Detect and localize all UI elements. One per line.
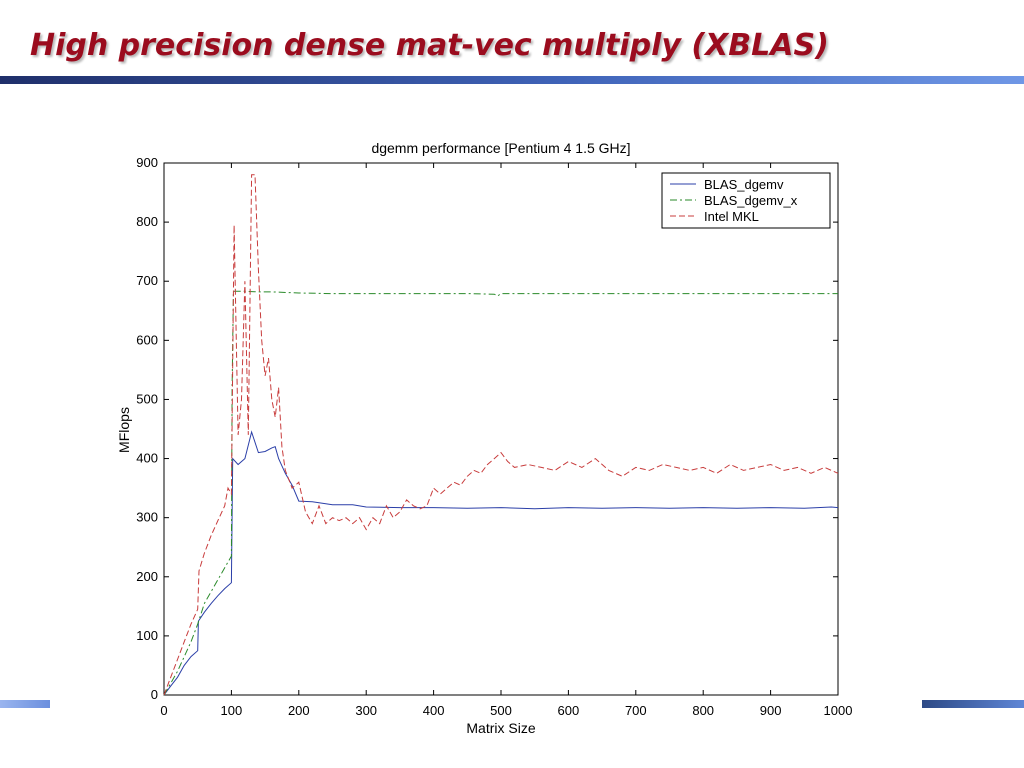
- footer-bar-right: [922, 700, 1024, 708]
- footer-bar-left: [0, 700, 50, 708]
- x-tick-label: 500: [490, 703, 512, 718]
- y-axis-label: MFlops: [116, 407, 132, 453]
- x-tick-label: 0: [160, 703, 167, 718]
- x-tick-label: 600: [558, 703, 580, 718]
- x-tick-label: 700: [625, 703, 647, 718]
- series-line-intel-mkl: [163, 174, 839, 696]
- slide-title: High precision dense mat-vec multiply (X…: [30, 28, 829, 63]
- x-tick-label: 400: [423, 703, 445, 718]
- x-tick-label: 100: [221, 703, 243, 718]
- y-tick-label: 800: [136, 214, 158, 229]
- y-tick-label: 100: [136, 628, 158, 643]
- x-tick-label: 300: [355, 703, 377, 718]
- y-tick-label: 600: [136, 332, 158, 347]
- chart-title: dgemm performance [Pentium 4 1.5 GHz]: [371, 140, 630, 156]
- series-line-blas-dgemv: [163, 430, 839, 696]
- legend-label: Intel MKL: [704, 209, 759, 224]
- x-tick-label: 200: [288, 703, 310, 718]
- y-tick-label: 900: [136, 155, 158, 170]
- y-tick-label: 700: [136, 273, 158, 288]
- y-tick-label: 0: [151, 687, 158, 702]
- x-tick-label: 900: [760, 703, 782, 718]
- x-tick-label: 1000: [824, 703, 853, 718]
- series-line-blas-dgemv-x: [163, 290, 838, 696]
- legend-label: BLAS_dgemv: [704, 177, 784, 192]
- plot-frame: [163, 162, 839, 696]
- y-tick-label: 300: [136, 510, 158, 525]
- x-tick-label: 800: [692, 703, 714, 718]
- y-tick-label: 400: [136, 451, 158, 466]
- legend-label: BLAS_dgemv_x: [704, 193, 798, 208]
- x-axis-label: Matrix Size: [466, 720, 535, 736]
- y-tick-label: 500: [136, 391, 158, 406]
- title-rule: [0, 76, 1024, 84]
- plot-area: 0 100 200 300 400 500 600 700 800 900 1000 0 100 200 3…: [136, 155, 852, 718]
- y-tick-label: 200: [136, 569, 158, 584]
